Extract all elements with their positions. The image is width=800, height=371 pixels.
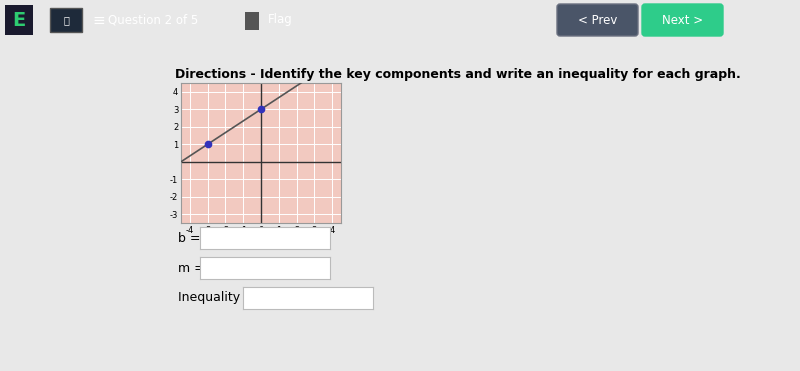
Text: Inequality =: Inequality = <box>178 292 254 305</box>
Text: Directions - Identify the key components and write an inequality for each graph.: Directions - Identify the key components… <box>175 68 741 81</box>
Text: < Prev: < Prev <box>578 13 618 26</box>
Text: Next >: Next > <box>662 13 703 26</box>
Text: E: E <box>12 10 26 30</box>
Text: Question 2 of 5: Question 2 of 5 <box>108 13 198 26</box>
Bar <box>50 8 82 32</box>
FancyBboxPatch shape <box>642 4 723 36</box>
Bar <box>5 5 33 35</box>
Text: b =: b = <box>178 232 201 244</box>
Text: ≡: ≡ <box>92 13 105 27</box>
Bar <box>245 12 259 30</box>
Text: Flag: Flag <box>268 13 293 26</box>
Text: 💾: 💾 <box>63 15 69 25</box>
Text: m =: m = <box>178 262 205 275</box>
FancyBboxPatch shape <box>557 4 638 36</box>
